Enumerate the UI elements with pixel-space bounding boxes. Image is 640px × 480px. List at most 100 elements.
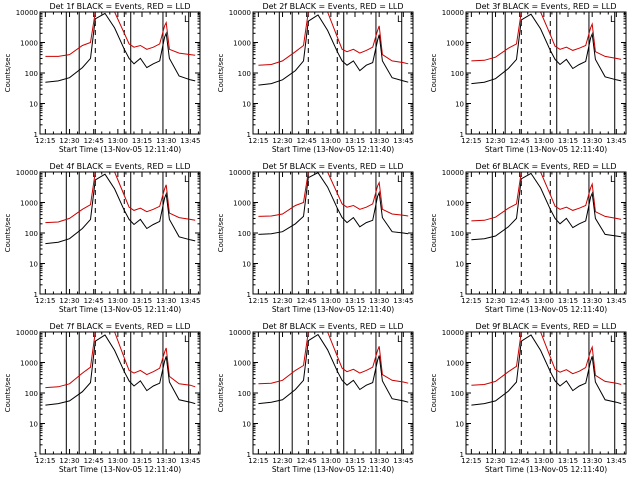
y-tick-label: 10000 <box>442 329 464 337</box>
y-tick-label: 10 <box>29 421 38 429</box>
series-events-line <box>258 172 409 235</box>
y-tick-label: 10000 <box>229 169 251 177</box>
legend-marker: L <box>610 15 615 25</box>
panel-det-5: Det 5f BLACK = Events, RED = LLD Counts/s… <box>217 162 414 314</box>
x-tick-label: 12:15 <box>461 137 481 145</box>
panel-title: Det 4f BLACK = Events, RED = LLD <box>49 162 190 171</box>
x-tick-label: 13:45 <box>180 297 200 305</box>
panel-det-3: Det 3f BLACK = Events, RED = LLD Counts/s… <box>430 2 627 154</box>
y-tick-label: 1 <box>460 131 464 139</box>
x-tick-label: 13:30 <box>369 137 389 145</box>
panel-det-7: Det 7f BLACK = Events, RED = LLD Counts/s… <box>4 322 201 474</box>
x-tick-label: 13:15 <box>132 297 152 305</box>
panel-title: Det 3f BLACK = Events, RED = LLD <box>475 2 616 11</box>
panel-title: Det 8f BLACK = Events, RED = LLD <box>262 322 403 331</box>
x-tick-label: 13:15 <box>132 457 152 465</box>
series-lld-line <box>471 331 622 386</box>
legend-marker: L <box>397 15 402 25</box>
legend-marker: L <box>184 335 189 345</box>
legend-marker: L <box>397 335 402 345</box>
x-tick-label: 12:45 <box>510 457 530 465</box>
y-tick-label: 1000 <box>20 40 38 48</box>
panel-det-8: Det 8f BLACK = Events, RED = LLD Counts/s… <box>217 322 414 474</box>
x-axis-label: Start Time (13-Nov-05 12:11:40) <box>485 305 607 314</box>
y-tick-label: 10000 <box>229 329 251 337</box>
x-tick-label: 12:45 <box>297 457 317 465</box>
x-tick-label: 13:00 <box>108 297 128 305</box>
y-tick-label: 10 <box>455 261 464 269</box>
x-tick-label: 13:30 <box>582 137 602 145</box>
x-axis-label: Start Time (13-Nov-05 12:11:40) <box>272 305 394 314</box>
y-tick-label: 100 <box>451 70 464 78</box>
y-tick-label: 1000 <box>446 40 464 48</box>
y-tick-label: 1 <box>460 451 464 459</box>
x-tick-label: 13:15 <box>345 297 365 305</box>
y-tick-label: 100 <box>238 70 251 78</box>
y-tick-label: 1000 <box>233 360 251 368</box>
y-axis-label: Counts/sec <box>217 374 225 413</box>
x-tick-label: 13:30 <box>369 457 389 465</box>
panel-title: Det 2f BLACK = Events, RED = LLD <box>262 2 403 11</box>
x-axis-label: Start Time (13-Nov-05 12:11:40) <box>485 145 607 154</box>
y-axis-label: Counts/sec <box>4 374 12 413</box>
x-tick-label: 13:45 <box>606 297 626 305</box>
y-tick-label: 10000 <box>442 9 464 17</box>
panel-det-1: Det 1f BLACK = Events, RED = LLD Counts/s… <box>4 2 201 154</box>
y-tick-label: 10 <box>29 261 38 269</box>
x-tick-label: 13:30 <box>369 297 389 305</box>
x-tick-label: 12:15 <box>248 297 268 305</box>
y-tick-label: 10 <box>455 421 464 429</box>
plot-frame <box>39 171 201 295</box>
y-tick-label: 100 <box>25 390 38 398</box>
x-tick-label: 13:45 <box>606 457 626 465</box>
x-tick-label: 12:15 <box>35 137 55 145</box>
x-tick-label: 13:30 <box>156 457 176 465</box>
series-lld-line <box>471 11 622 62</box>
legend-marker: L <box>184 15 189 25</box>
x-tick-label: 13:30 <box>582 297 602 305</box>
plot-frame <box>39 331 201 455</box>
y-tick-label: 100 <box>25 230 38 238</box>
x-tick-label: 12:30 <box>59 137 79 145</box>
y-tick-label: 10 <box>29 101 38 109</box>
x-axis-label: Start Time (13-Nov-05 12:11:40) <box>59 465 181 474</box>
y-tick-label: 10000 <box>442 169 464 177</box>
x-tick-label: 13:45 <box>606 137 626 145</box>
y-axis-label: Counts/sec <box>4 214 12 253</box>
x-tick-label: 12:45 <box>84 297 104 305</box>
plot-frame <box>465 171 627 295</box>
x-tick-label: 13:00 <box>108 457 128 465</box>
y-tick-label: 10 <box>242 101 251 109</box>
y-tick-label: 1000 <box>233 40 251 48</box>
x-tick-label: 12:15 <box>35 457 55 465</box>
x-tick-label: 13:45 <box>393 137 413 145</box>
x-tick-label: 13:15 <box>558 137 578 145</box>
y-tick-label: 1000 <box>20 360 38 368</box>
x-tick-label: 12:45 <box>510 137 530 145</box>
series-events-line <box>258 14 409 86</box>
x-tick-label: 12:30 <box>59 457 79 465</box>
panel-title: Det 6f BLACK = Events, RED = LLD <box>475 162 616 171</box>
legend-marker: L <box>397 175 402 185</box>
y-tick-label: 1 <box>34 291 38 299</box>
series-events-line <box>45 173 196 245</box>
series-events-line <box>471 13 622 85</box>
x-tick-label: 12:30 <box>59 297 79 305</box>
x-axis-label: Start Time (13-Nov-05 12:11:40) <box>485 465 607 474</box>
legend-marker: L <box>184 175 189 185</box>
y-tick-label: 100 <box>238 390 251 398</box>
plot-frame <box>465 331 627 455</box>
x-tick-label: 13:15 <box>132 137 152 145</box>
x-tick-label: 12:15 <box>248 457 268 465</box>
x-tick-label: 13:15 <box>558 457 578 465</box>
panel-det-4: Det 4f BLACK = Events, RED = LLD Counts/s… <box>4 162 201 314</box>
x-tick-label: 12:15 <box>461 457 481 465</box>
x-tick-label: 13:45 <box>180 457 200 465</box>
x-axis-label: Start Time (13-Nov-05 12:11:40) <box>272 465 394 474</box>
y-tick-label: 1000 <box>20 200 38 208</box>
x-tick-label: 12:30 <box>272 137 292 145</box>
y-axis-label: Counts/sec <box>430 214 438 253</box>
legend-marker: L <box>610 175 615 185</box>
x-axis-label: Start Time (13-Nov-05 12:11:40) <box>59 305 181 314</box>
